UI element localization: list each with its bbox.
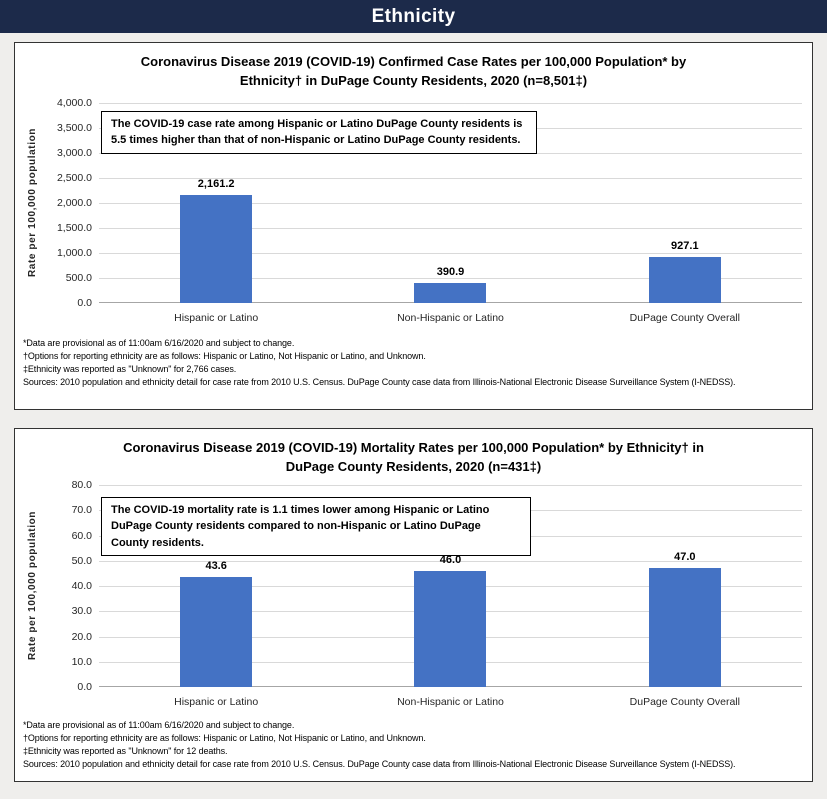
bar-hispanic-or-latino <box>180 576 253 687</box>
bars-row: 43.6 46.0 47.0 <box>99 485 802 687</box>
bar-non-hispanic-or-latino <box>414 570 487 687</box>
x-category-label: Non-Hispanic or Latino <box>397 695 504 708</box>
cases-footnotes: *Data are provisional as of 11:00am 6/16… <box>23 337 804 389</box>
bar-value-label: 390.9 <box>436 265 465 278</box>
bar-slot-hispanic-or-latino: 2,161.2 <box>99 103 333 303</box>
x-category-label: Hispanic or Latino <box>174 695 259 708</box>
footnote-line: Sources: 2010 population and ethnicity d… <box>23 758 736 769</box>
footnote-line: †Options for reporting ethnicity are as … <box>23 350 426 361</box>
y-axis-title-text: Rate per 100,000 population <box>26 511 38 661</box>
y-tick-label: 50.0 <box>71 554 92 567</box>
y-tick-label: 0.0 <box>77 680 92 693</box>
gridline <box>99 560 802 562</box>
y-axis-title-text: Rate per 100,000 population <box>26 128 38 278</box>
bar-value-label: 2,161.2 <box>197 177 235 190</box>
y-tick-label: 1,000.0 <box>56 246 92 259</box>
bar-value-label: 43.6 <box>205 559 227 572</box>
footnote-line: *Data are provisional as of 11:00am 6/16… <box>23 337 295 348</box>
footnote-line: Sources: 2010 population and ethnicity d… <box>23 376 736 387</box>
cases-chart-title: Coronavirus Disease 2019 (COVID-19) Conf… <box>140 54 687 88</box>
y-tick-label: 0.0 <box>77 296 92 309</box>
bar-hispanic-or-latino <box>180 194 253 303</box>
plot-column: 43.6 46.0 47.0 The COVID-19 mortality ra… <box>99 484 802 708</box>
footnote-line: †Options for reporting ethnicity are as … <box>23 732 426 743</box>
footnote-line: ‡Ethnicity was reported as "Unknown" for… <box>23 363 237 374</box>
y-tick-label: 1,500.0 <box>56 221 92 234</box>
bar-slot-dupage-county-overall: 47.0 <box>568 485 802 687</box>
x-axis-labels: Hispanic or Latino Non-Hispanic or Latin… <box>99 303 802 324</box>
y-tick-label: 20.0 <box>71 630 92 643</box>
bar-value-label: 46.0 <box>439 553 462 566</box>
plot-area: 43.6 46.0 47.0 The COVID-19 mortality ra… <box>99 484 802 687</box>
cases-chart-area: Rate per 100,000 population 4,000.0 3,500… <box>21 97 802 324</box>
x-category-label: Non-Hispanic or Latino <box>397 311 504 324</box>
cases-chart-panel: Coronavirus Disease 2019 (COVID-19) Conf… <box>14 42 813 410</box>
plot-area: 2,161.2 390.9 927.1 The COVID-19 case ra… <box>99 102 802 303</box>
mortality-chart-panel: Coronavirus Disease 2019 (COVID-19) Mort… <box>14 428 813 782</box>
gridline <box>99 202 802 204</box>
x-axis-labels: Hispanic or Latino Non-Hispanic or Latin… <box>99 687 802 708</box>
x-category-label: DuPage County Overall <box>629 311 740 324</box>
bar-dupage-county-overall <box>648 256 721 303</box>
bar-non-hispanic-or-latino <box>414 282 487 303</box>
bars-row: 2,161.2 390.9 927.1 <box>99 103 802 303</box>
annotation-box: The COVID-19 case rate among Hispanic or… <box>101 110 537 154</box>
y-tick-label: 30.0 <box>71 604 92 617</box>
y-tick-label: 3,500.0 <box>56 121 92 134</box>
bar-slot-hispanic-or-latino: 43.6 <box>99 485 333 687</box>
page-title: Ethnicity <box>371 5 456 27</box>
gridline <box>99 177 802 179</box>
bar-slot-dupage-county-overall: 927.1 <box>568 103 802 303</box>
y-tick-label: 60.0 <box>71 529 92 542</box>
y-tick-label: 500.0 <box>65 271 92 284</box>
bar-slot-non-hispanic-or-latino: 46.0 <box>333 485 567 687</box>
y-tick-label: 40.0 <box>71 579 92 592</box>
annotation-box: The COVID-19 mortality rate is 1.1 times… <box>101 496 531 557</box>
gridline <box>99 252 802 254</box>
y-tick-label: 2,500.0 <box>56 171 92 184</box>
y-tick-label: 10.0 <box>71 655 92 668</box>
plot-column: 2,161.2 390.9 927.1 The COVID-19 case ra… <box>99 102 802 324</box>
footnote-line: ‡Ethnicity was reported as "Unknown" for… <box>23 745 228 756</box>
bar-value-label: 47.0 <box>674 550 696 563</box>
y-axis-tick-labels: 80.0 70.0 60.0 50.0 40.0 30.0 20.0 10.0 0.0 <box>43 479 99 693</box>
gridline <box>99 227 802 229</box>
y-tick-label: 70.0 <box>71 503 92 516</box>
mortality-footnotes: *Data are provisional as of 11:00am 6/16… <box>23 719 804 771</box>
page-header: Ethnicity <box>0 0 827 33</box>
bar-value-label: 927.1 <box>671 239 699 252</box>
mortality-chart-area: Rate per 100,000 population 80.0 70.0 60.0… <box>21 479 802 708</box>
bar-slot-non-hispanic-or-latino: 390.9 <box>333 103 567 303</box>
gridline <box>99 484 802 486</box>
x-category-label: Hispanic or Latino <box>174 311 259 324</box>
bar-dupage-county-overall <box>648 567 721 687</box>
mortality-chart-title: Coronavirus Disease 2019 (COVID-19) Mort… <box>123 440 704 474</box>
y-tick-label: 4,000.0 <box>56 96 92 109</box>
y-axis-tick-labels: 4,000.0 3,500.0 3,000.0 2,500.0 2,000.0 1,500… <box>43 97 99 309</box>
gridline <box>99 102 802 104</box>
y-axis-title: Rate per 100,000 population <box>21 103 43 303</box>
gridline <box>99 277 802 279</box>
y-tick-label: 80.0 <box>71 478 92 491</box>
footnote-line: *Data are provisional as of 11:00am 6/16… <box>23 719 295 730</box>
y-tick-label: 3,000.0 <box>56 146 92 159</box>
y-axis-title: Rate per 100,000 population <box>21 485 43 687</box>
x-category-label: DuPage County Overall <box>629 695 740 708</box>
y-tick-label: 2,000.0 <box>56 196 92 209</box>
